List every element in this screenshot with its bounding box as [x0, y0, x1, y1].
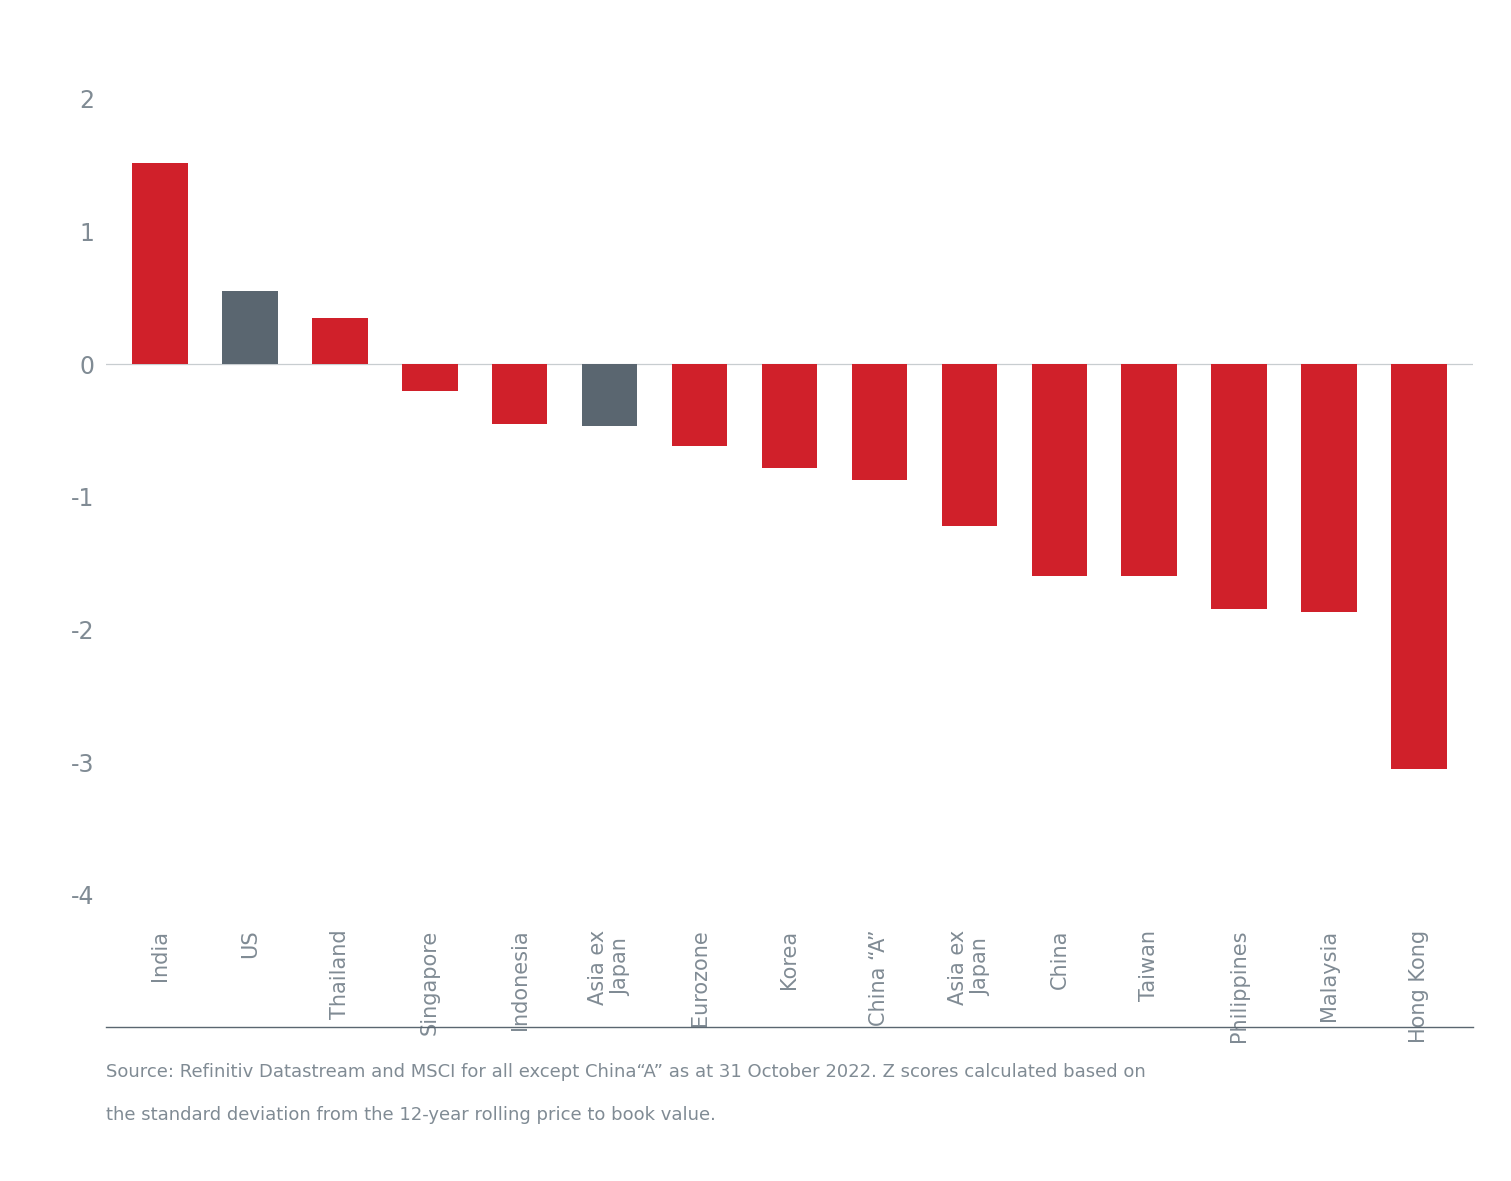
- Bar: [131, 163, 187, 364]
- Bar: [762, 364, 817, 468]
- Bar: [491, 364, 547, 424]
- Bar: [1392, 364, 1448, 769]
- Bar: [941, 364, 997, 526]
- Bar: [1212, 364, 1268, 609]
- Bar: [402, 364, 458, 391]
- Bar: [1301, 364, 1357, 612]
- Bar: [311, 318, 367, 364]
- Bar: [222, 292, 278, 364]
- Text: the standard deviation from the 12-year rolling price to book value.: the standard deviation from the 12-year …: [106, 1107, 716, 1124]
- Bar: [1121, 364, 1177, 576]
- Bar: [582, 364, 638, 426]
- Bar: [852, 364, 907, 479]
- Bar: [1032, 364, 1088, 576]
- Text: Source: Refinitiv Datastream and MSCI for all except China“A” as at 31 October 2: Source: Refinitiv Datastream and MSCI fo…: [106, 1063, 1145, 1081]
- Bar: [672, 364, 727, 446]
